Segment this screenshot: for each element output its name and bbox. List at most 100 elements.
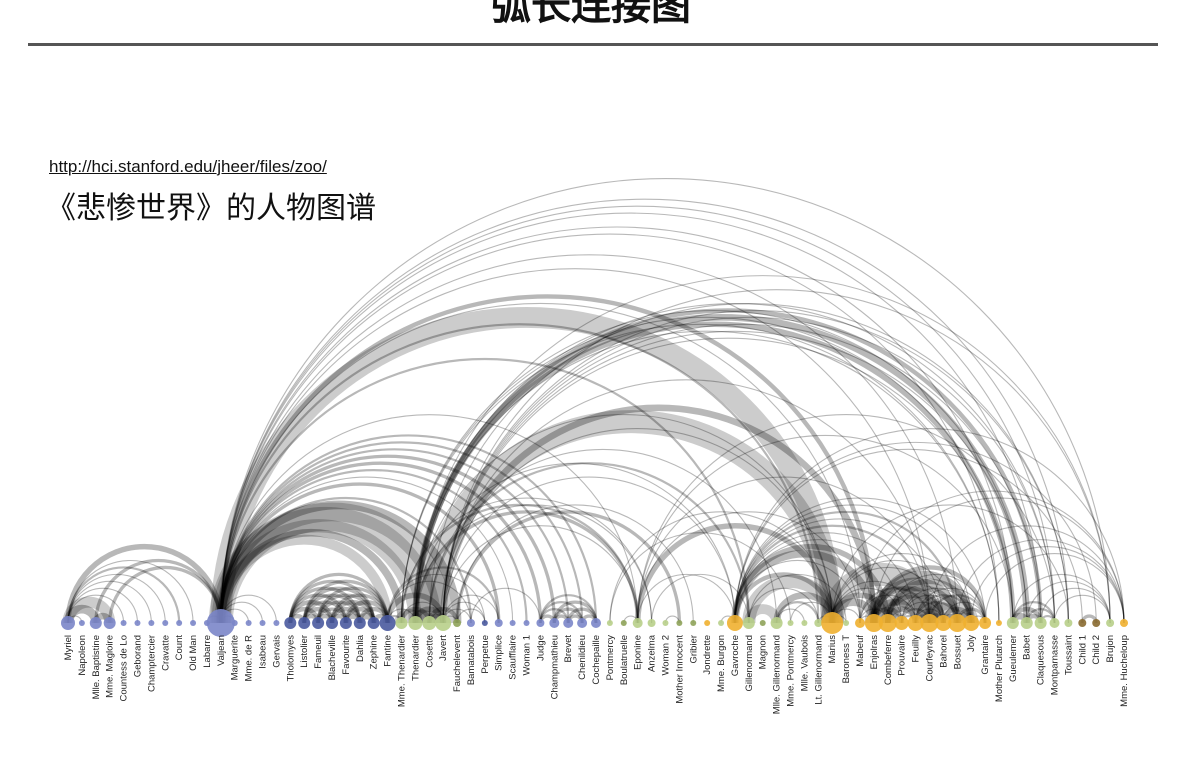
character-node[interactable]: [422, 616, 437, 630]
character-node[interactable]: [787, 620, 794, 626]
character-node[interactable]: [1049, 618, 1060, 628]
character-node[interactable]: [676, 620, 683, 626]
character-node[interactable]: [864, 614, 883, 632]
link-arc: [67, 594, 125, 624]
character-label: Courfeyrac: [924, 635, 935, 682]
character-node[interactable]: [770, 617, 783, 629]
character-node[interactable]: [995, 620, 1002, 626]
character-node[interactable]: [690, 620, 697, 626]
character-node[interactable]: [339, 617, 352, 629]
link-arc: [67, 587, 139, 624]
character-node[interactable]: [920, 614, 939, 632]
character-node[interactable]: [523, 620, 530, 626]
link-arc: [414, 504, 653, 624]
link-arc: [831, 580, 917, 624]
character-node[interactable]: [120, 620, 127, 626]
character-node[interactable]: [742, 617, 755, 629]
character-node[interactable]: [1078, 619, 1087, 627]
character-node[interactable]: [298, 617, 311, 629]
character-node[interactable]: [466, 619, 475, 627]
character-node[interactable]: [1106, 619, 1115, 627]
character-node[interactable]: [759, 620, 766, 626]
character-label: Zephine: [369, 635, 380, 669]
character-node[interactable]: [814, 619, 823, 627]
label-layer: Myriel Napoleon Mlle. Baptistine Mme. Maglo…: [63, 634, 1130, 714]
character-node[interactable]: [878, 614, 897, 632]
character-node[interactable]: [231, 620, 238, 626]
character-node[interactable]: [89, 617, 102, 629]
character-label: Perpetue: [480, 635, 491, 674]
character-node[interactable]: [148, 620, 155, 626]
character-node[interactable]: [647, 619, 656, 627]
link-arc: [219, 448, 570, 624]
character-node[interactable]: [284, 617, 297, 629]
character-node[interactable]: [1034, 617, 1047, 629]
character-node[interactable]: [662, 620, 669, 626]
character-node[interactable]: [549, 618, 560, 628]
character-node[interactable]: [1020, 617, 1033, 629]
character-node[interactable]: [61, 616, 75, 630]
character-node[interactable]: [894, 616, 909, 630]
link-arc: [1040, 587, 1111, 624]
character-node[interactable]: [312, 617, 325, 629]
character-node[interactable]: [353, 617, 366, 629]
character-node[interactable]: [453, 619, 462, 627]
link-arc: [439, 404, 878, 624]
character-node[interactable]: [103, 617, 116, 629]
character-node[interactable]: [259, 620, 266, 626]
link-arc: [829, 592, 891, 624]
link-arc: [914, 594, 973, 624]
character-node[interactable]: [1064, 619, 1073, 627]
character-node[interactable]: [162, 620, 169, 626]
source-link[interactable]: http://hci.stanford.edu/jheer/files/zoo/: [49, 157, 327, 176]
character-node[interactable]: [620, 620, 627, 626]
link-arc: [219, 469, 528, 624]
character-node[interactable]: [134, 620, 141, 626]
character-node[interactable]: [577, 618, 588, 628]
character-node[interactable]: [395, 617, 408, 629]
link-arc: [94, 558, 223, 624]
character-node[interactable]: [509, 620, 516, 626]
character-node[interactable]: [176, 620, 183, 626]
character-node[interactable]: [591, 618, 601, 628]
character-node[interactable]: [843, 620, 850, 626]
character-node[interactable]: [907, 615, 924, 631]
character-node[interactable]: [935, 615, 952, 631]
character-node[interactable]: [948, 614, 967, 632]
character-node[interactable]: [481, 620, 488, 626]
character-node[interactable]: [1006, 617, 1019, 629]
character-node[interactable]: [245, 620, 252, 626]
character-label: Champmathieu: [549, 635, 560, 699]
character-node[interactable]: [632, 618, 643, 628]
character-node[interactable]: [726, 615, 743, 631]
character-node[interactable]: [206, 609, 235, 637]
link-arc: [637, 511, 861, 624]
character-label: Mother Plutarch: [994, 635, 1005, 702]
character-node[interactable]: [821, 612, 844, 634]
character-node[interactable]: [273, 620, 280, 626]
character-node[interactable]: [78, 620, 85, 626]
character-node[interactable]: [963, 615, 980, 631]
character-node[interactable]: [408, 616, 423, 630]
link-arc: [734, 448, 1083, 624]
character-node[interactable]: [979, 617, 992, 629]
link-arc: [66, 566, 181, 624]
character-node[interactable]: [718, 620, 725, 626]
character-node[interactable]: [855, 618, 865, 628]
character-node[interactable]: [379, 615, 396, 631]
character-node[interactable]: [367, 617, 380, 629]
character-label: Toussaint: [1063, 635, 1074, 675]
character-node[interactable]: [606, 620, 613, 626]
link-arc: [566, 607, 598, 624]
character-node[interactable]: [435, 615, 452, 631]
character-node[interactable]: [1092, 619, 1101, 627]
character-node[interactable]: [326, 617, 338, 629]
character-node[interactable]: [494, 619, 503, 627]
character-node[interactable]: [190, 620, 197, 626]
character-node[interactable]: [536, 619, 545, 627]
character-node[interactable]: [1120, 619, 1128, 627]
character-node[interactable]: [563, 618, 574, 628]
character-node[interactable]: [704, 620, 711, 626]
character-label: Favourite: [341, 635, 352, 675]
character-node[interactable]: [801, 620, 808, 626]
